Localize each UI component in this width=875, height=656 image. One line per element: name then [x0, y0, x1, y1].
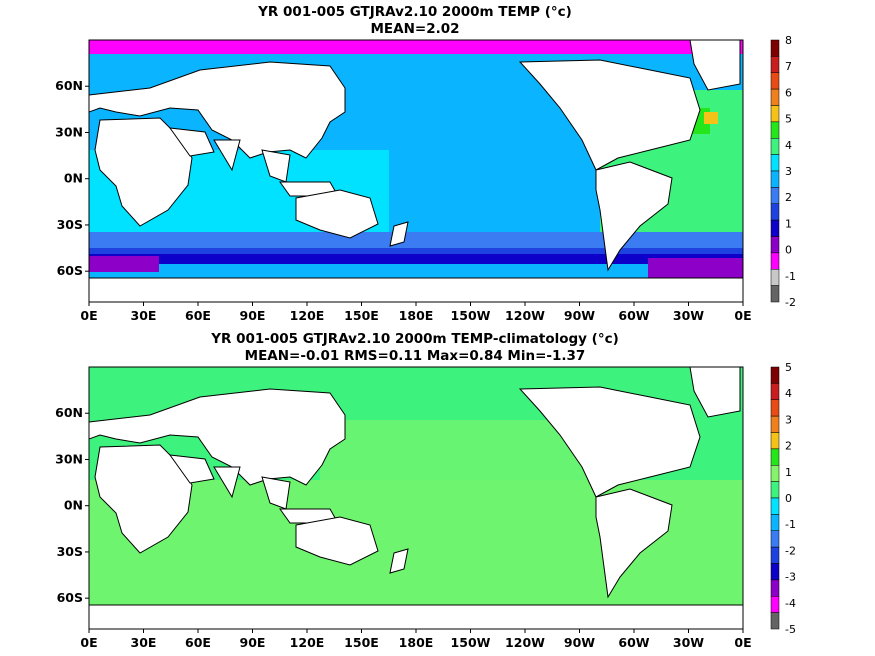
- x-tick-label-2: 30E: [131, 635, 157, 650]
- y-tick-label-1: 30N: [55, 124, 83, 139]
- x-tick-label-2: 90E: [240, 635, 266, 650]
- x-tick-label-1: 120W: [505, 308, 545, 323]
- x-tick-label-2: 150W: [451, 635, 491, 650]
- x-tick-label-1: 120E: [290, 308, 325, 323]
- x-tick-label-2: 0E: [80, 635, 97, 650]
- colorbar-swatch: [770, 219, 780, 237]
- colorbar-swatch: [770, 121, 780, 139]
- colorbar-swatch: [770, 88, 780, 106]
- colorbar-label: 4: [785, 139, 792, 152]
- colorbar-swatch: [770, 39, 780, 57]
- colorbar-swatch: [770, 252, 780, 270]
- colorbar-swatch: [770, 579, 780, 597]
- colorbar-swatch: [770, 399, 780, 417]
- colorbar-label: 7: [785, 60, 792, 73]
- colorbar-swatch: [770, 383, 780, 400]
- colorbar-swatch: [770, 612, 780, 630]
- map1-subtitle: MEAN=2.02: [370, 21, 460, 37]
- x-tick-label-2: 180E: [399, 635, 434, 650]
- x-tick-label-1: 0E: [80, 308, 97, 323]
- y-tick-label-2: 60S: [57, 590, 83, 605]
- colorbar-swatch: [770, 465, 780, 482]
- y-tick-label-1: 30S: [57, 217, 83, 232]
- x-tick-label-2: 150E: [344, 635, 379, 650]
- y-tick-label-2: 30N: [55, 451, 83, 466]
- colorbar-swatch: [770, 72, 780, 90]
- colorbar-label: -2: [785, 544, 796, 557]
- colorbar-label: 1: [785, 466, 792, 479]
- x-tick-label-1: 150W: [451, 308, 491, 323]
- colorbar-swatch: [770, 432, 780, 450]
- colorbar-label: -2: [785, 296, 796, 309]
- colorbar-swatch: [770, 415, 780, 433]
- colorbar-label: 3: [785, 165, 792, 178]
- x-tick-label-1: 90E: [240, 308, 266, 323]
- colorbar-swatch: [770, 105, 780, 123]
- x-tick-label-1: 60W: [618, 308, 649, 323]
- colorbar-2: 5 4 3 2 1 0 -1 -2 -3 -4 -5: [770, 361, 796, 636]
- colorbar-swatch: [770, 269, 780, 286]
- colorbar-label: 2: [785, 440, 792, 453]
- colorbar-label: 0: [785, 244, 792, 257]
- y-tick-label-1: 60N: [55, 78, 83, 93]
- colorbar-label: 2: [785, 191, 792, 204]
- colorbar-swatch: [770, 154, 780, 172]
- colorbar-swatch: [770, 530, 780, 548]
- colorbar-label: 1: [785, 217, 792, 230]
- colorbar-label: 8: [785, 34, 792, 47]
- x-tick-label-2: 120W: [505, 635, 545, 650]
- colorbar-swatch: [770, 138, 780, 155]
- x-tick-label-1: 0E: [734, 308, 751, 323]
- colorbar-swatch: [770, 285, 780, 303]
- x-tick-label-2: 60W: [618, 635, 649, 650]
- x-tick-label-2: 30W: [673, 635, 704, 650]
- colorbar-1: 8 7 6 5 4 3 2 1 0 -1 -2: [770, 34, 796, 309]
- colorbar-label: 4: [785, 387, 792, 400]
- y-tick-label-1: 60S: [57, 263, 83, 278]
- colorbar-swatch: [770, 170, 780, 188]
- colorbar-swatch: [770, 497, 780, 515]
- colorbar-swatch: [770, 203, 780, 221]
- map1-title: YR 001-005 GTJRAv2.10 2000m TEMP (°c): [258, 4, 572, 20]
- colorbar-swatch: [770, 187, 780, 204]
- colorbar-label: 5: [785, 113, 792, 126]
- x-tick-label-1: 180E: [399, 308, 434, 323]
- x-tick-label-2: 0E: [734, 635, 751, 650]
- map1: [88, 39, 744, 303]
- colorbar-swatch: [770, 596, 780, 613]
- colorbar-swatch: [770, 563, 780, 581]
- colorbar-swatch: [770, 448, 780, 466]
- y-tick-label-2: 0N: [64, 498, 83, 513]
- colorbar-swatch: [770, 56, 780, 73]
- x-tick-label-2: 120E: [290, 635, 325, 650]
- colorbar-label: 0: [785, 492, 792, 505]
- x-tick-label-1: 30E: [131, 308, 157, 323]
- colorbar-label: -1: [785, 518, 796, 531]
- map2-title: YR 001-005 GTJRAv2.10 2000m TEMP-climato…: [211, 331, 619, 347]
- colorbar-swatch: [770, 514, 780, 531]
- y-tick-label-1: 0N: [64, 171, 83, 186]
- colorbar-swatch: [770, 236, 780, 254]
- colorbar-label: -3: [785, 571, 796, 584]
- colorbar-label: -5: [785, 623, 796, 636]
- x-tick-label-2: 90W: [564, 635, 595, 650]
- colorbar-label: 6: [785, 86, 792, 99]
- x-tick-label-1: 150E: [344, 308, 379, 323]
- y-tick-label-2: 60N: [55, 405, 83, 420]
- colorbar-label: -1: [785, 270, 796, 283]
- x-tick-label-1: 90W: [564, 308, 595, 323]
- colorbar-swatch: [770, 366, 780, 384]
- colorbar-label: 5: [785, 361, 792, 374]
- colorbar-label: 3: [785, 413, 792, 426]
- map2-subtitle: MEAN=-0.01 RMS=0.11 Max=0.84 Min=-1.37: [244, 348, 586, 364]
- x-tick-label-1: 30W: [673, 308, 704, 323]
- x-tick-label-1: 60E: [185, 308, 211, 323]
- colorbar-swatch: [770, 546, 780, 564]
- colorbar-label: -4: [785, 597, 796, 610]
- colorbar-swatch: [770, 481, 780, 499]
- map2: [88, 366, 744, 630]
- y-tick-label-2: 30S: [57, 544, 83, 559]
- x-tick-label-2: 60E: [185, 635, 211, 650]
